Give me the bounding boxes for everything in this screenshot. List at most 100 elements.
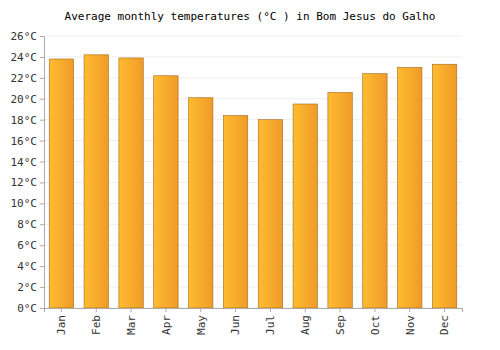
bar <box>363 74 387 308</box>
y-tick: 8°C <box>17 218 44 231</box>
x-tick-mark <box>235 308 236 312</box>
y-tick-label: 10°C <box>11 197 38 210</box>
bar <box>223 116 247 308</box>
x-tick-label: Aug <box>299 315 312 335</box>
y-tick-mark <box>40 245 44 246</box>
y-tick-label: 22°C <box>11 72 38 85</box>
bar <box>328 92 352 308</box>
y-tick: 4°C <box>17 260 44 273</box>
y-tick-label: 0°C <box>17 302 37 315</box>
x-tick: Jun <box>229 308 242 335</box>
x-tick-mark <box>305 308 306 312</box>
x-tick-label: Apr <box>160 315 173 335</box>
y-tick-mark <box>40 36 44 37</box>
plot-area: 0°C 2°C 4°C 6°C 8°C 10°C 12°C 14°C 16°C 18°C 20°C 2… <box>11 30 463 335</box>
y-tick: 26°C <box>11 30 45 43</box>
x-tick-label: Feb <box>90 315 103 335</box>
y-tick: 0°C <box>17 302 44 315</box>
x-tick-label: Sep <box>334 315 347 335</box>
x-tick-label: Mar <box>125 315 138 335</box>
x-tick-mark <box>131 308 132 312</box>
y-tick: 20°C <box>11 93 45 106</box>
x-tick: Jan <box>55 308 68 335</box>
x-tick: Jul <box>264 308 277 335</box>
x-tick-mark <box>61 308 62 312</box>
x-tick: Sep <box>334 308 347 335</box>
bar <box>154 76 178 308</box>
y-tick-mark <box>40 162 44 163</box>
x-tick-mark <box>340 308 341 312</box>
x-axis: Jan Feb Mar Apr May Jun Jul Aug Sep Oct Nov Dec <box>45 308 463 335</box>
chart: 0°C 2°C 4°C 6°C 8°C 10°C 12°C 14°C 16°C 18°C 20°C 2… <box>0 0 500 350</box>
x-tick-mark <box>374 308 375 312</box>
y-tick-mark <box>40 203 44 204</box>
y-tick-label: 4°C <box>17 260 37 273</box>
x-tick-mark <box>165 308 166 312</box>
bar <box>293 104 317 308</box>
y-tick-label: 2°C <box>17 281 37 294</box>
x-tick-label: Oct <box>369 315 382 335</box>
x-tick: Dec <box>438 308 451 335</box>
y-tick: 10°C <box>11 197 45 210</box>
y-tick-label: 12°C <box>11 176 38 189</box>
x-tick: Oct <box>369 308 382 335</box>
y-tick-mark <box>40 78 44 79</box>
x-tick-label: May <box>195 315 208 335</box>
x-tick-mark <box>270 308 271 312</box>
x-tick-label: Nov <box>404 315 417 335</box>
x-tick-mark <box>444 308 445 312</box>
x-tick: Apr <box>160 308 173 335</box>
bar <box>119 58 143 308</box>
y-axis: 0°C 2°C 4°C 6°C 8°C 10°C 12°C 14°C 16°C 18°C 20°C 2… <box>11 30 45 315</box>
y-tick-label: 6°C <box>17 239 37 252</box>
y-tick-mark <box>40 266 44 267</box>
y-tick-mark <box>40 308 44 309</box>
y-tick-label: 26°C <box>11 30 38 43</box>
y-tick-label: 24°C <box>11 51 38 64</box>
y-tick-mark <box>40 57 44 58</box>
x-tick-label: Jul <box>264 315 277 335</box>
y-tick: 12°C <box>11 176 45 189</box>
y-axis-line <box>40 37 45 309</box>
y-tick: 14°C <box>11 156 45 169</box>
x-tick-mark <box>200 308 201 312</box>
y-tick-label: 18°C <box>11 114 38 127</box>
bar <box>49 59 73 308</box>
x-tick-label: Dec <box>438 315 451 335</box>
x-tick-mark <box>409 308 410 312</box>
bar <box>258 120 282 308</box>
x-tick: May <box>195 308 208 335</box>
bar <box>189 98 213 308</box>
title: Average monthly temperatures (°C ) in Bo… <box>65 10 436 23</box>
y-tick-mark <box>40 182 44 183</box>
bar <box>84 55 108 308</box>
x-tick-label: Jan <box>55 315 68 335</box>
x-axis-line <box>45 309 463 313</box>
y-tick-label: 20°C <box>11 93 38 106</box>
y-tick-mark <box>40 99 44 100</box>
grid <box>44 36 462 308</box>
y-tick: 16°C <box>11 135 45 148</box>
y-tick-mark <box>40 287 44 288</box>
y-tick-label: 14°C <box>11 156 38 169</box>
grid-line <box>44 36 462 37</box>
y-tick: 2°C <box>17 281 44 294</box>
x-tick: Mar <box>125 308 138 335</box>
y-tick-label: 8°C <box>17 218 37 231</box>
x-tick: Nov <box>404 308 417 335</box>
y-tick-mark <box>40 120 44 121</box>
x-tick: Feb <box>90 308 103 335</box>
y-tick-mark <box>40 141 44 142</box>
y-tick: 24°C <box>11 51 45 64</box>
bars <box>49 55 457 308</box>
bar <box>398 67 422 308</box>
y-tick-label: 16°C <box>11 135 38 148</box>
y-tick: 18°C <box>11 114 45 127</box>
x-tick-mark <box>96 308 97 312</box>
bar <box>432 64 456 308</box>
x-tick: Aug <box>299 308 312 335</box>
y-tick-mark <box>40 224 44 225</box>
y-tick: 6°C <box>17 239 44 252</box>
x-tick-label: Jun <box>229 315 242 335</box>
y-tick: 22°C <box>11 72 45 85</box>
